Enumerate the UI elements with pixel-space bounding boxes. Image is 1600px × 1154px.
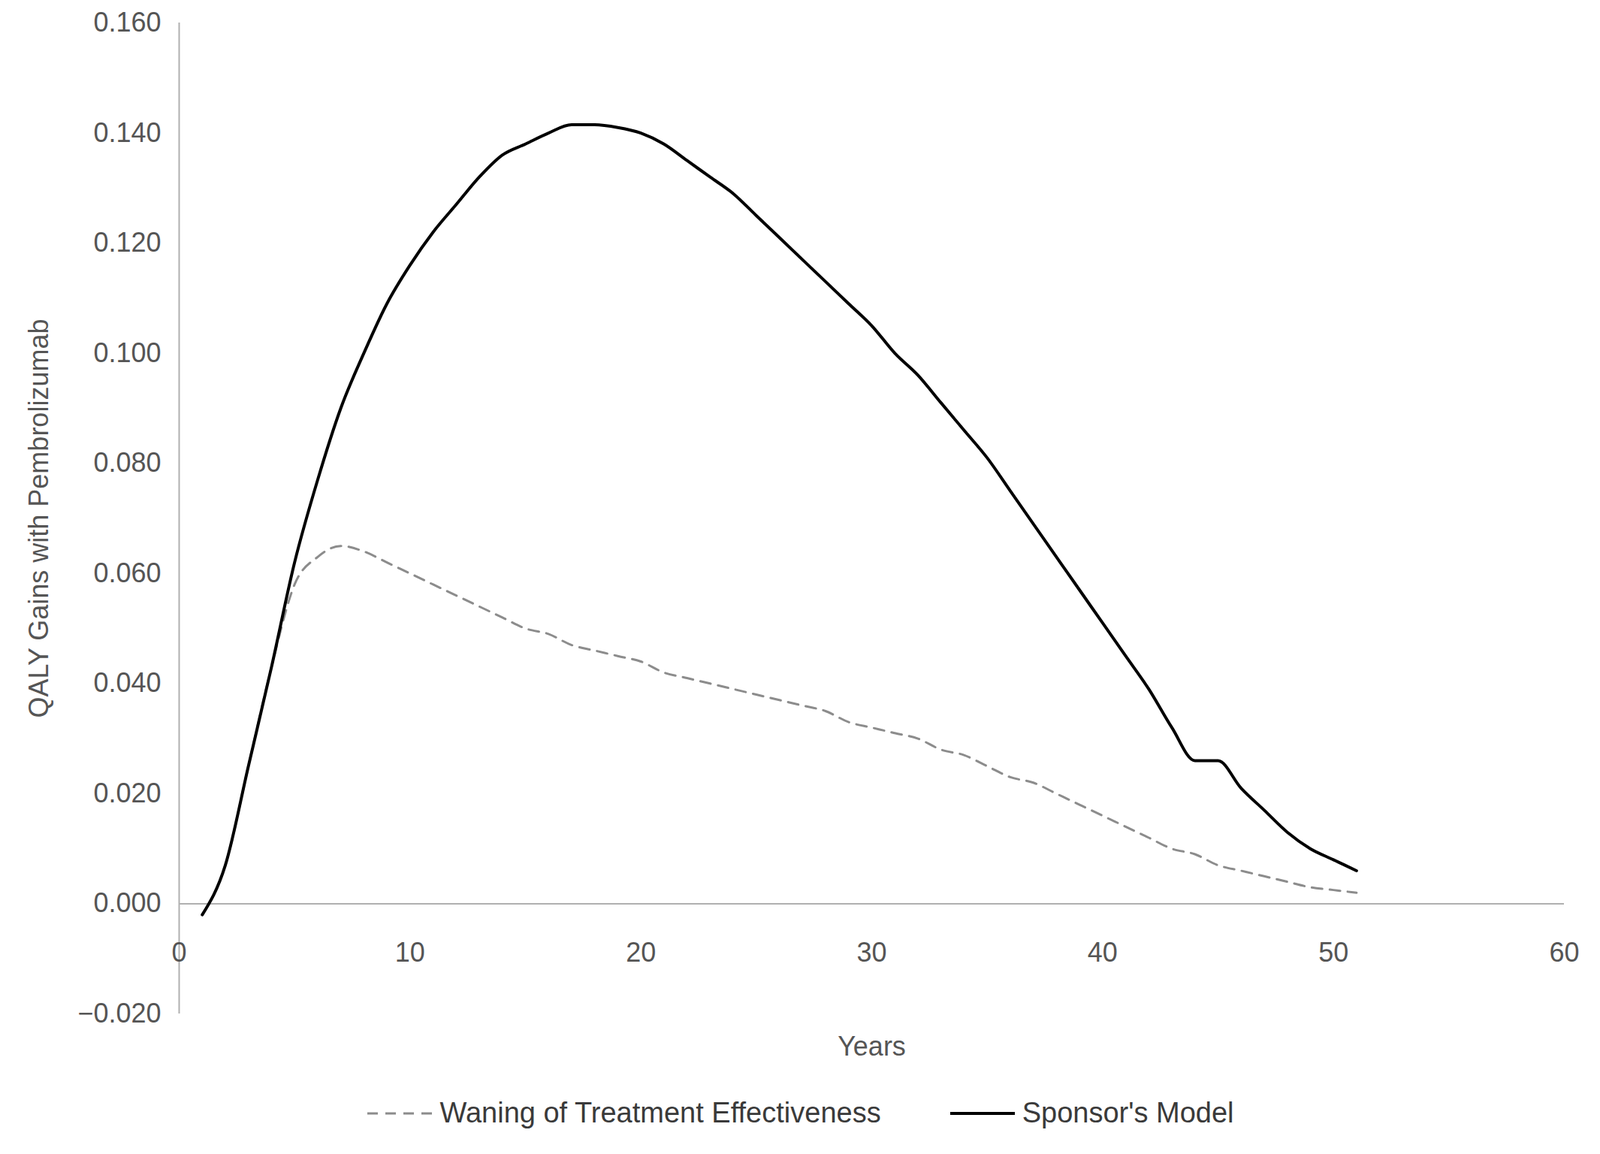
svg-text:50: 50 [1318, 936, 1349, 968]
svg-text:30: 30 [856, 936, 887, 968]
svg-text:0: 0 [171, 936, 187, 968]
svg-text:60: 60 [1548, 936, 1579, 968]
svg-text:20: 20 [625, 936, 656, 968]
svg-text:40: 40 [1087, 936, 1118, 968]
svg-text:0.040: 0.040 [93, 667, 161, 698]
svg-text:−0.020: −0.020 [77, 997, 161, 1029]
svg-text:0.000: 0.000 [93, 887, 161, 918]
svg-text:0.020: 0.020 [93, 777, 161, 809]
svg-text:10: 10 [395, 936, 426, 968]
svg-text:0.100: 0.100 [93, 337, 161, 369]
svg-text:0.060: 0.060 [93, 557, 161, 589]
svg-text:QALY Gains with Pembrolizumab: QALY Gains with Pembrolizumab [23, 319, 55, 719]
svg-text:Years: Years [837, 1030, 906, 1062]
html-text:Sponsor's Model: Sponsor's Model [1022, 1096, 1234, 1129]
svg-text:0.120: 0.120 [93, 226, 161, 258]
svg-text:0.080: 0.080 [93, 446, 161, 478]
svg-text:0.140: 0.140 [93, 117, 161, 148]
svg-text:0.160: 0.160 [93, 6, 161, 38]
html-text:Waning of Treatment Effectiven: Waning of Treatment Effectiveness [439, 1096, 881, 1129]
